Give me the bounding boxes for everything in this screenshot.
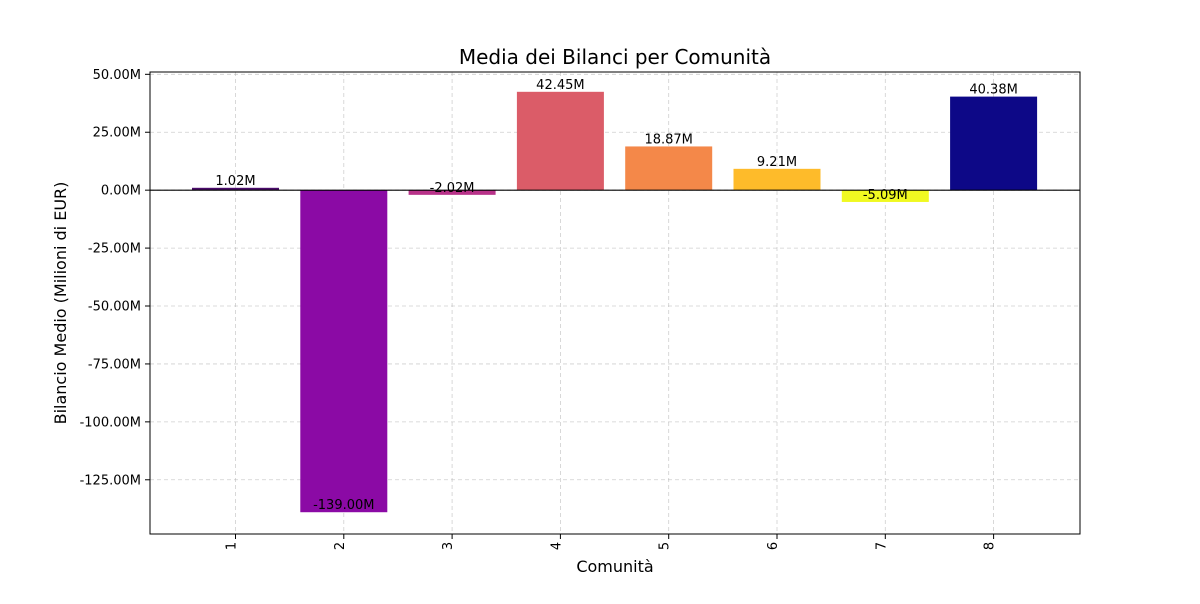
bar (408, 190, 496, 195)
y-tick-label: -100.00M (80, 415, 141, 430)
bar (625, 146, 713, 191)
y-tick-label: 0.00M (101, 184, 141, 199)
x-tick-label: 8 (983, 542, 998, 550)
y-tick-label: 25.00M (93, 126, 141, 141)
plot-frame (149, 71, 1081, 535)
data-label: 18.87M (644, 132, 692, 147)
y-tick-label: -25.00M (88, 242, 141, 257)
data-label: 40.38M (969, 83, 1017, 98)
data-label: -2.02M (430, 181, 475, 196)
axes: 50.00M 25.00M 0.00M -25.00M -50.00M -75.00M -1… (80, 68, 998, 550)
y-tick-label: -75.00M (88, 357, 141, 372)
bar (733, 168, 821, 191)
y-axis-label: Bilancio Medio (Milioni di EUR) (51, 182, 70, 425)
chart-title: Media dei Bilanci per Comunità (459, 45, 771, 69)
x-tick-label: 5 (658, 542, 673, 550)
bars (192, 91, 1038, 513)
bar (300, 190, 388, 513)
y-tick-label: -50.00M (88, 300, 141, 315)
x-tick-label: 3 (441, 542, 456, 550)
x-tick-label: 1 (225, 542, 240, 550)
x-tick-label: 6 (766, 542, 781, 550)
x-tick-label: 4 (549, 542, 564, 550)
x-tick-label: 2 (333, 542, 348, 550)
y-tick-label: 50.00M (93, 68, 141, 83)
bar (950, 96, 1038, 191)
data-label: -139.00M (313, 498, 374, 513)
y-tick-label: -125.00M (80, 473, 141, 488)
data-label: -5.09M (863, 188, 908, 203)
x-axis-label: Comunità (576, 557, 653, 576)
bar (516, 91, 604, 191)
bar (841, 190, 929, 202)
data-label: 42.45M (536, 78, 584, 93)
data-labels: 1.02M -139.00M -2.02M 42.45M 18.87M 9.21M -5.0… (215, 78, 1017, 513)
data-label: 9.21M (757, 155, 797, 170)
bar (192, 187, 279, 191)
x-tick-label: 7 (874, 542, 889, 550)
grid-lines (150, 72, 1080, 534)
data-label: 1.02M (215, 174, 255, 189)
